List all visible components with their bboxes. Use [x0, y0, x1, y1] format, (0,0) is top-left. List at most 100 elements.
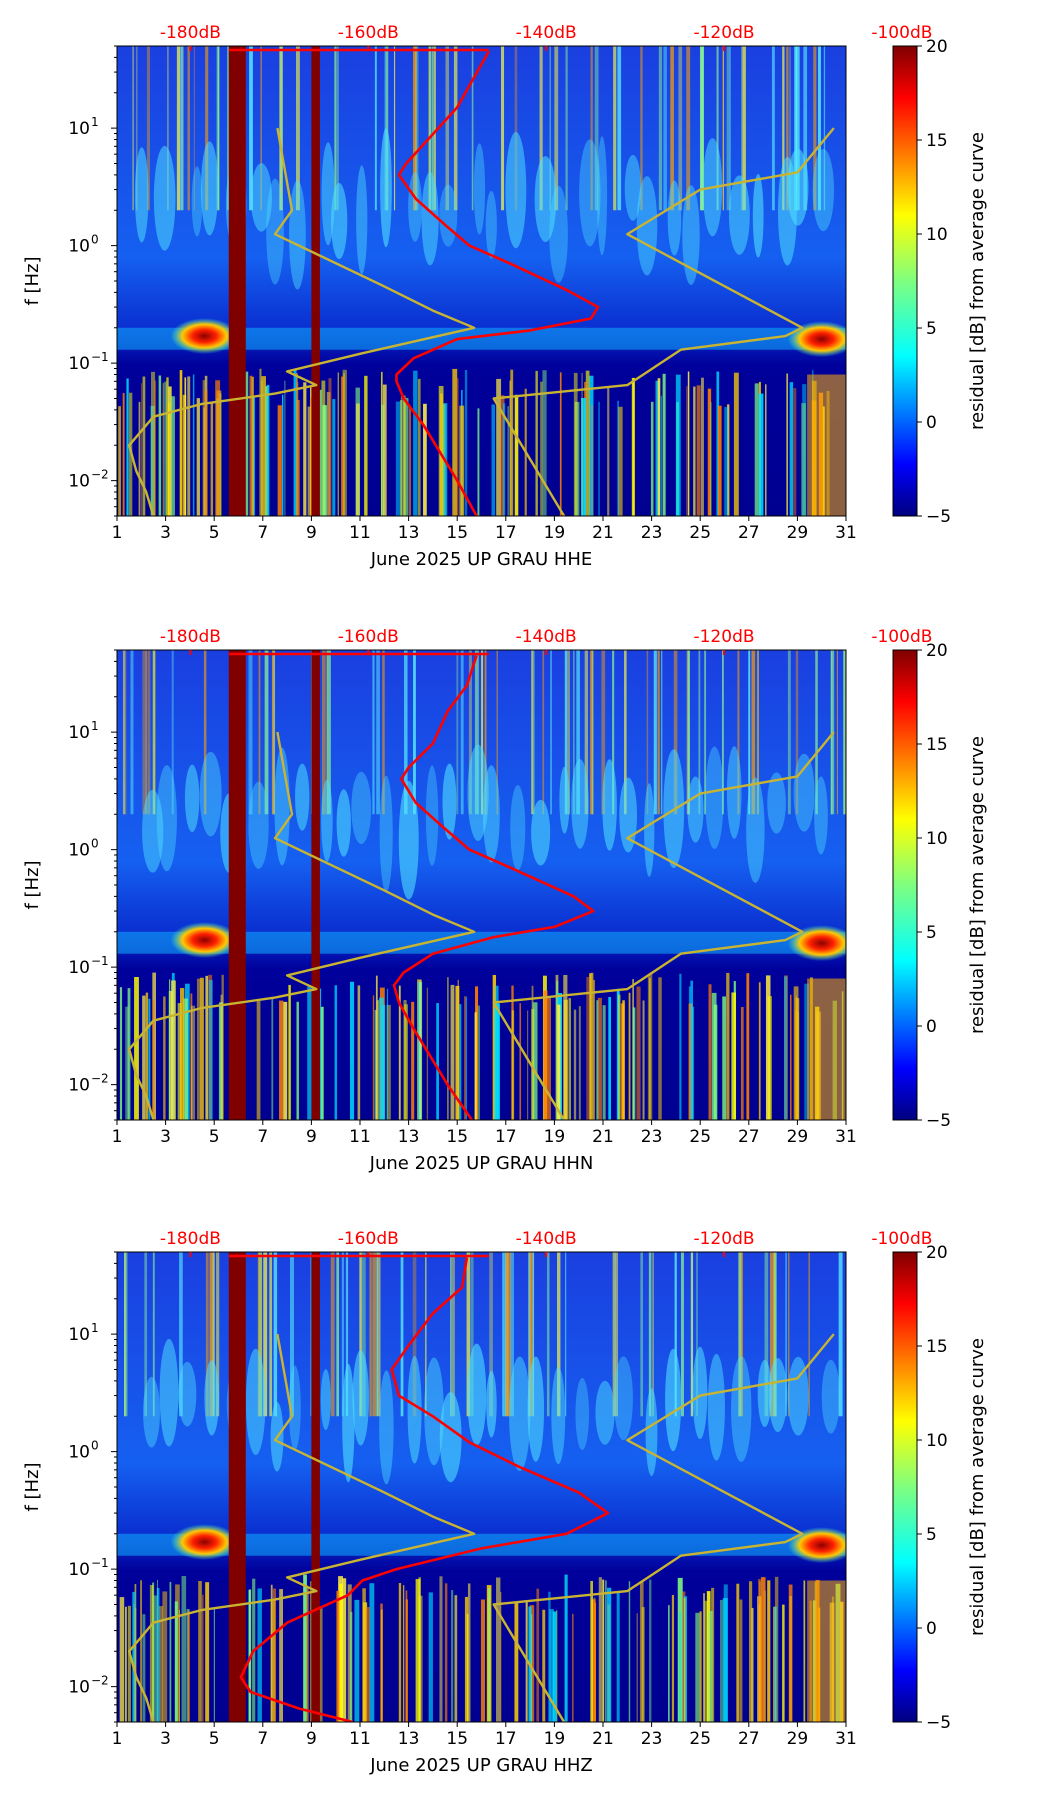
transient-streak: [773, 1606, 778, 1722]
transient-streak: [134, 1584, 137, 1722]
transient-streak: [618, 994, 621, 1120]
hf-streak: [803, 46, 808, 211]
transient-streak: [169, 1581, 172, 1722]
mf-plume: [295, 763, 310, 831]
transient-streak: [142, 995, 146, 1120]
mf-plume: [705, 746, 724, 850]
x-tick-label: 15: [446, 1127, 468, 1147]
transient-streak: [527, 1010, 529, 1120]
transient-streak: [466, 1614, 469, 1722]
transient-streak: [205, 1582, 210, 1722]
transient-streak: [733, 372, 739, 516]
transient-streak: [564, 1574, 568, 1722]
hf-streak: [269, 1252, 273, 1417]
hf-streak: [393, 46, 396, 211]
transient-streak: [746, 973, 750, 1120]
hf-streak: [125, 650, 127, 815]
hf-streak: [503, 1252, 507, 1417]
transient-streak: [218, 1002, 223, 1120]
hf-streak: [374, 46, 377, 211]
hf-streak: [691, 1252, 693, 1417]
hf-streak: [460, 650, 464, 815]
hot-spot: [170, 922, 239, 959]
transient-streak: [184, 377, 187, 516]
hf-streak: [590, 46, 593, 211]
top-tick-label: -140dB: [516, 627, 577, 647]
transient-streak: [332, 399, 336, 516]
colorbar-tick-label: 20: [926, 641, 948, 661]
hf-streak: [573, 650, 575, 815]
mf-plume: [510, 785, 526, 871]
hf-streak: [565, 46, 568, 211]
mf-plume: [579, 139, 601, 247]
transient-streak: [602, 1579, 605, 1722]
transient-streak: [494, 1003, 500, 1120]
transient-streak: [789, 382, 794, 516]
transient-streak: [628, 992, 631, 1120]
y-tick-label: 10: [68, 958, 90, 978]
transient-streak: [543, 990, 548, 1120]
x-tick-label: 1: [112, 1729, 123, 1749]
hf-streak: [372, 650, 375, 815]
mf-plume: [531, 799, 551, 866]
transient-streak: [649, 1579, 652, 1722]
transient-streak: [266, 386, 268, 516]
x-tick-label: 29: [787, 1729, 809, 1749]
transient-streak: [180, 988, 185, 1120]
mf-plume: [793, 753, 815, 832]
transient-streak: [557, 1004, 561, 1120]
colorbar-tick-label: 10: [926, 1431, 948, 1451]
transient-streak: [803, 1580, 806, 1722]
y-tick-label: 10: [68, 354, 90, 374]
transient-streak: [788, 1584, 793, 1722]
transient-streak: [156, 1587, 160, 1722]
mf-plume: [665, 1348, 682, 1452]
transient-streak: [208, 980, 213, 1120]
transient-streak: [355, 403, 360, 516]
top-db-axis: -180dB -160dB -140dB -120dB -100dB: [160, 1229, 932, 1257]
transient-streak: [679, 1612, 682, 1722]
x-tick-label: 11: [349, 1729, 371, 1749]
hf-streak: [624, 650, 627, 815]
transient-streak: [649, 977, 651, 1120]
hf-streak: [432, 46, 434, 211]
y-tick-label: 10: [68, 1443, 90, 1463]
mf-plume: [687, 776, 704, 843]
y-tick-exponent: −1: [91, 350, 109, 364]
transient-streak: [279, 1589, 284, 1722]
top-db-axis: -180dB -160dB -140dB -120dB -100dB: [160, 23, 932, 51]
hf-streak: [263, 1252, 268, 1417]
transient-streak: [198, 1581, 202, 1722]
transient-streak: [758, 393, 764, 516]
data-gap: [311, 46, 320, 516]
transient-streak: [148, 998, 151, 1120]
transient-streak: [499, 1592, 502, 1722]
hf-streak: [813, 46, 817, 211]
mf-plume: [707, 1353, 725, 1461]
transient-streak: [295, 399, 300, 516]
x-axis-label: June 2025 UP GRAU HHZ: [369, 1755, 593, 1776]
transient-streak: [174, 1601, 178, 1722]
transient-streak: [328, 378, 332, 516]
hf-streak: [704, 650, 707, 815]
hf-streak: [782, 46, 785, 211]
mf-plume: [184, 764, 200, 833]
transient-streak: [145, 992, 149, 1120]
transient-streak: [177, 1003, 182, 1120]
hf-streak: [584, 650, 588, 815]
transient-streak: [168, 990, 173, 1120]
transient-streak: [727, 404, 730, 516]
hf-streak: [273, 1252, 278, 1417]
transient-streak: [786, 373, 789, 516]
hf-streak: [722, 46, 724, 211]
mf-plume: [505, 131, 527, 249]
transient-streak: [647, 973, 653, 1120]
transient-streak: [205, 975, 209, 1120]
transient-streak: [467, 1583, 471, 1722]
transient-streak: [710, 402, 712, 516]
transient-streak: [642, 1000, 645, 1120]
hf-streak: [248, 650, 253, 815]
transient-streak: [496, 378, 502, 516]
hf-streak: [843, 650, 846, 815]
